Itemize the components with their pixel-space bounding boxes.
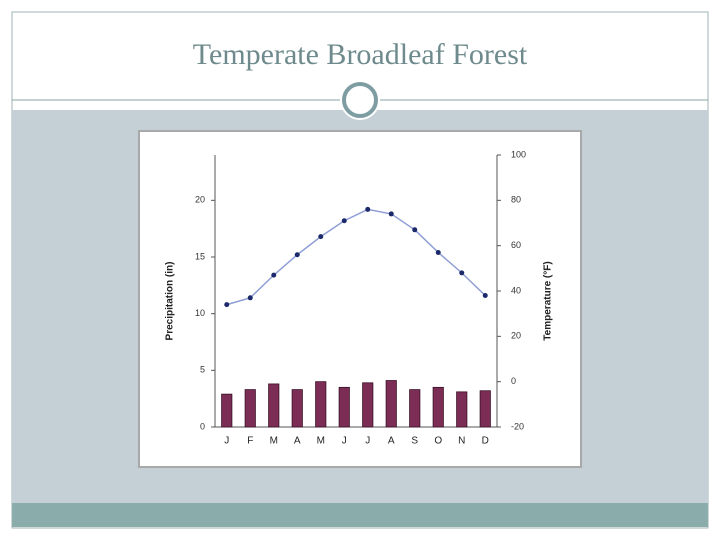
rule-ornament (342, 82, 378, 118)
y2-tick-label: 100 (511, 149, 526, 159)
y-tick-label: 0 (200, 421, 205, 431)
line-marker (365, 206, 371, 212)
x-tick-label: J (342, 436, 347, 447)
bar (385, 380, 397, 428)
bar (432, 386, 444, 428)
x-tick-label: A (388, 436, 395, 447)
y-tick-label: 20 (195, 195, 205, 205)
x-tick-label: D (482, 436, 489, 447)
bar (221, 393, 233, 428)
line-marker (341, 218, 347, 224)
footer-band (12, 503, 708, 527)
slide-title: Temperate Broadleaf Forest (193, 38, 528, 71)
x-tick-label: O (434, 436, 442, 447)
line-marker (412, 227, 418, 233)
bar (456, 391, 468, 428)
x-tick-label: N (458, 436, 465, 447)
line-marker (388, 211, 394, 217)
x-tick-label: S (411, 436, 418, 447)
bar (409, 389, 421, 428)
bar (338, 386, 350, 428)
line-marker (224, 302, 230, 308)
bar (362, 382, 374, 428)
bar (479, 390, 491, 428)
line-marker (435, 249, 441, 255)
y-axis-label: Precipitation (in) (165, 262, 176, 341)
y2-axis-label: Temperature (°F) (543, 261, 554, 340)
line (226, 208, 486, 306)
y2-tick-label: 20 (511, 331, 521, 341)
line-marker (459, 270, 465, 276)
y2-tick-label: 40 (511, 285, 521, 295)
y-tick-label: 15 (195, 251, 205, 261)
bar (268, 383, 280, 428)
bar (244, 389, 256, 428)
bar (315, 381, 327, 428)
x-tick-label: M (270, 436, 278, 447)
y2-tick-label: 0 (511, 376, 516, 386)
line-marker (247, 295, 253, 301)
x-tick-label: J (224, 436, 229, 447)
line-marker (271, 272, 277, 278)
x-tick-label: M (317, 436, 325, 447)
line-marker (318, 234, 324, 240)
x-tick-label: A (294, 436, 301, 447)
chart: 0 5 10 15 20 -20 0 20 40 60 80 100 Precipitation (in… (165, 149, 554, 446)
x-tick-label: J (365, 436, 370, 447)
y2-tick-label: 60 (511, 240, 521, 250)
line-marker (482, 293, 488, 299)
x-tick-label: F (247, 436, 253, 447)
bar (291, 389, 303, 428)
y-tick-label: 10 (195, 308, 205, 318)
y2-tick-label: -20 (511, 421, 524, 431)
y-tick-label: 5 (200, 365, 205, 375)
y2-tick-label: 80 (511, 195, 521, 205)
line-marker (294, 252, 300, 258)
chart-panel (138, 130, 582, 468)
